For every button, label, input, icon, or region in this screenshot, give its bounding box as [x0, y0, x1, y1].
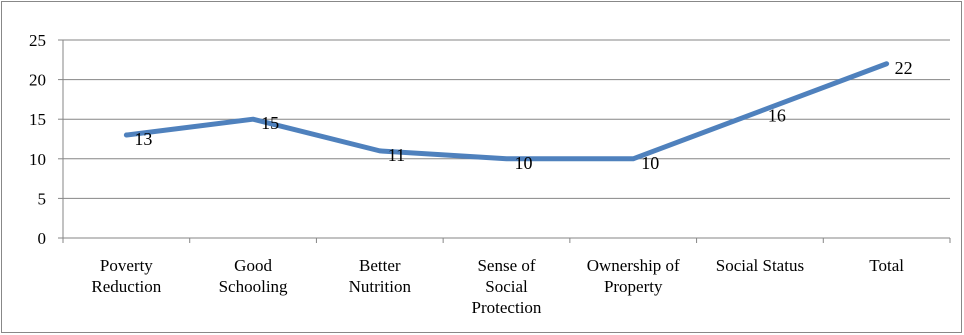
x-tick-label: Social Status — [716, 256, 804, 275]
x-tick-label: Total — [869, 256, 904, 275]
data-label: 22 — [895, 58, 913, 78]
x-tick-label: Poverty Reduction — [91, 256, 161, 296]
y-tick-label: 10 — [29, 150, 46, 169]
data-label: 13 — [134, 129, 152, 149]
data-label: 10 — [641, 153, 659, 173]
y-tick-label: 20 — [29, 71, 46, 90]
x-tick-label: Ownership of Property — [587, 256, 680, 296]
y-tick-label: 0 — [38, 229, 47, 248]
x-tick-label: Good Schooling — [219, 256, 288, 296]
x-tick-label: Sense of Social Protection — [472, 256, 542, 317]
y-tick-label: 15 — [29, 110, 46, 129]
y-tick-label: 25 — [29, 31, 46, 50]
series-line — [123, 61, 890, 162]
x-tick-label: Better Nutrition — [349, 256, 412, 296]
data-label: 15 — [261, 113, 279, 133]
data-label: 10 — [515, 153, 533, 173]
data-label: 16 — [768, 105, 786, 125]
y-tick-label: 5 — [38, 189, 47, 208]
data-label: 11 — [388, 145, 405, 165]
